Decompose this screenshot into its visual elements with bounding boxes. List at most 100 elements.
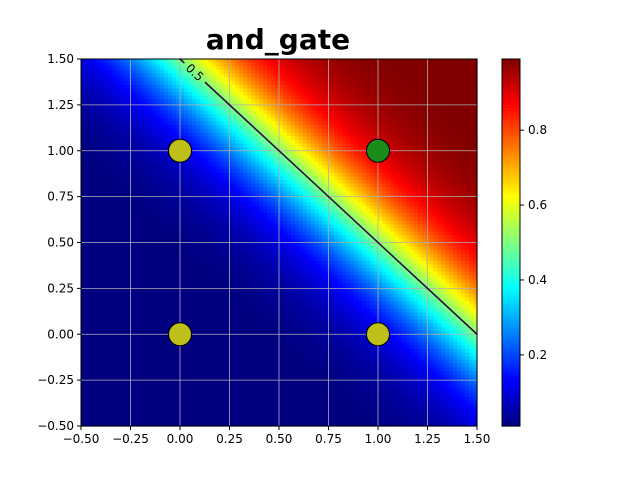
heatmap-cell [164,337,169,343]
heatmap-cell [88,128,94,133]
heatmap-cell [259,198,264,203]
heatmap-cell [251,202,256,207]
heatmap-cell [251,169,256,174]
heatmap-cell [255,246,260,251]
heatmap-cell [136,370,141,376]
heatmap-cell [243,198,248,203]
heatmap-cell [263,374,268,379]
heatmap-cell [211,213,217,218]
heatmap-cell [231,95,237,100]
heatmap-cell [247,297,252,302]
heatmap-cell [136,77,141,82]
heatmap-cell [81,359,86,365]
heatmap-cell [211,165,217,170]
heatmap-cell [140,297,145,302]
heatmap-cell [259,290,264,295]
heatmap-cell [156,282,161,288]
heatmap-cell [267,389,272,394]
heatmap-cell [132,125,138,130]
heatmap-cell [219,66,225,71]
heatmap-cell [148,62,153,67]
heatmap-cell [92,180,98,185]
heatmap-cell [223,121,229,126]
heatmap-cell [235,275,240,280]
heatmap-cell [271,235,276,240]
heatmap-cell [243,275,248,280]
heatmap-cell [172,367,177,372]
heatmap-cell [152,418,157,423]
heatmap-cell [247,414,252,420]
heatmap-cell [195,227,201,233]
heatmap-cell [271,161,276,167]
heatmap-cell [183,396,189,401]
heatmap-cell [168,92,173,97]
heatmap-cell [223,169,229,174]
heatmap-cell [231,260,237,266]
heatmap-cell [211,411,217,416]
heatmap-cell [191,202,197,207]
heatmap-cell [183,392,189,398]
heatmap-cell [88,88,94,93]
heatmap-cell [267,334,272,339]
heatmap-cell [219,73,225,78]
heatmap-cell [140,136,145,141]
heatmap-cell [160,418,165,423]
heatmap-cell [136,213,141,218]
heatmap-cell [247,260,252,266]
heatmap-cell [215,238,221,244]
heatmap-cell [239,407,244,412]
heatmap-cell [81,319,86,324]
heatmap-cell [176,374,181,379]
heatmap-cell [172,290,177,295]
heatmap-cell [251,224,256,229]
heatmap-cell [255,411,260,416]
heatmap-cell [207,363,213,368]
heatmap-cell [100,249,106,255]
heatmap-cell [239,169,244,174]
heatmap-cell [243,213,248,218]
heatmap-cell [275,121,280,126]
heatmap-cell [108,198,114,203]
heatmap-cell [100,154,106,159]
heatmap-cell [187,125,193,130]
heatmap-cell [180,242,185,247]
heatmap-cell [120,128,126,133]
heatmap-cell [112,293,118,299]
heatmap-cell [156,172,161,178]
heatmap-cell [132,154,138,159]
heatmap-cell [164,121,169,126]
heatmap-cell [116,227,122,233]
heatmap-cell [247,70,252,75]
heatmap-cell [144,337,149,343]
heatmap-cell [199,297,205,302]
heatmap-cell [235,187,240,192]
heatmap-cell [88,191,94,196]
heatmap-cell [251,341,256,346]
heatmap-cell [152,136,157,141]
heatmap-cell [255,253,260,258]
heatmap-cell [267,345,272,350]
heatmap-cell [187,381,193,387]
heatmap-cell [251,385,256,390]
heatmap-cell [160,84,165,89]
heatmap-cell [235,198,240,203]
heatmap-cell [251,158,256,163]
heatmap-cell [152,161,157,167]
heatmap-cell [112,315,118,321]
heatmap-cell [215,392,221,398]
heatmap-cell [132,187,138,192]
heatmap-cell [172,345,177,350]
heatmap-cell [231,326,237,332]
heatmap-cell [271,407,276,412]
heatmap-cell [215,370,221,376]
heatmap-cell [187,323,193,328]
heatmap-cell [100,216,106,222]
heatmap-cell [81,290,86,295]
heatmap-cell [168,99,173,104]
heatmap-cell [160,400,165,405]
heatmap-cell [187,290,193,295]
heatmap-cell [263,348,268,354]
heatmap-cell [160,161,165,167]
heatmap-cell [156,73,161,78]
heatmap-cell [199,389,205,394]
